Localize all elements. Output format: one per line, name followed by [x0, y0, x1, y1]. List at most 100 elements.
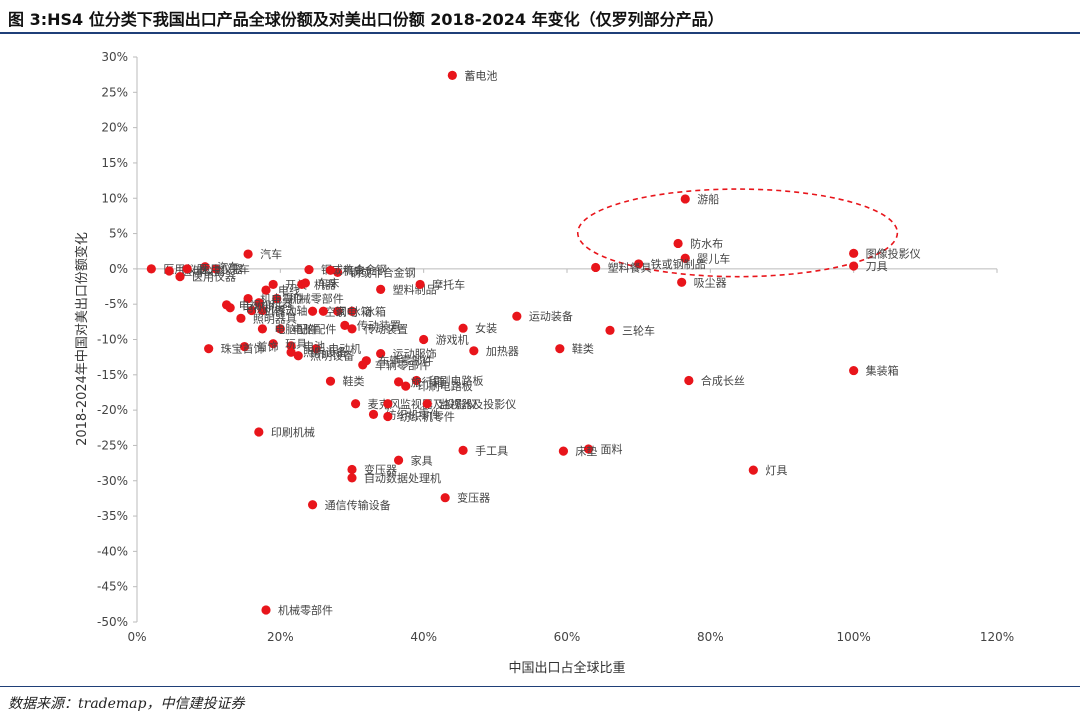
data-point-label: 珠宝首饰	[221, 342, 265, 356]
data-point	[225, 303, 235, 313]
data-point	[236, 313, 246, 323]
data-point	[257, 305, 268, 316]
data-point-label: 监视器及投影仪	[439, 397, 516, 411]
data-point	[350, 399, 361, 409]
data-point-label: 铁或钢制品	[651, 258, 706, 271]
data-point-label: 床垫	[575, 444, 597, 458]
y-tick-label: -45%	[97, 580, 128, 594]
data-point-label: 传动装置	[364, 323, 408, 336]
data-point	[268, 279, 278, 290]
data-point-label: 首饰	[257, 340, 279, 354]
data-point-label: 印刷电路板	[418, 379, 473, 393]
data-point-label: 电池	[303, 340, 325, 353]
data-point-label: 电脑配件	[274, 323, 318, 336]
data-point-label: 车辆零部件	[378, 354, 433, 368]
source-note: 数据来源：trademap，中信建投证券	[8, 696, 245, 712]
data-point-label: 车辆零部件	[375, 358, 430, 372]
data-point-label: 图像投影仪	[866, 246, 921, 260]
y-tick-label: -5%	[105, 297, 128, 311]
data-point	[347, 473, 357, 483]
data-point	[347, 306, 357, 316]
data-point-label: 灯具	[765, 464, 787, 477]
y-tick-label: -40%	[97, 544, 128, 558]
data-point-label: 女装	[475, 321, 497, 335]
data-point-label: 医用仪器	[192, 271, 236, 284]
data-point-label: 医用仪器	[199, 263, 243, 276]
data-point-label: 电线	[278, 283, 300, 297]
data-point	[419, 334, 429, 345]
data-point-label: 旅行箱	[411, 375, 444, 389]
data-point	[204, 344, 214, 354]
data-point	[200, 262, 210, 272]
data-point-label: 钢或非合金钢	[350, 265, 416, 279]
data-point	[591, 262, 601, 273]
data-point-label: 玩具	[285, 338, 307, 351]
data-point	[447, 70, 457, 80]
data-point-label: 防水布	[690, 236, 723, 250]
data-point-label: 手工具	[475, 443, 508, 457]
data-point	[605, 325, 615, 335]
data-point	[333, 267, 343, 278]
data-point-label: 空调	[325, 304, 347, 318]
data-point	[555, 344, 565, 354]
data-point	[257, 324, 268, 334]
data-point	[415, 279, 425, 290]
data-point	[368, 409, 379, 419]
y-tick-label: -20%	[97, 403, 128, 417]
data-point-label: 照明设备	[303, 345, 347, 359]
data-point-label: 照明器具	[253, 312, 297, 325]
figure-title: 图 3:HS4 位分类下我国出口产品全球份额及对美出口份额 2018-2024 …	[8, 10, 724, 29]
y-tick-label: 0%	[109, 262, 128, 276]
y-tick-label: 5%	[109, 227, 128, 241]
data-point	[164, 266, 174, 276]
data-point-label: 游船	[697, 192, 719, 206]
data-point-label: 通信传输设备	[325, 498, 391, 512]
data-point	[347, 464, 357, 475]
data-point	[318, 306, 328, 316]
data-point	[383, 411, 393, 422]
y-axis-label: 2018-2024年中国对美出口份额变化	[74, 232, 90, 446]
data-point	[268, 339, 278, 349]
data-point	[376, 284, 386, 294]
data-point-label: 机电零件	[260, 292, 304, 306]
data-point	[272, 293, 282, 304]
data-point-label: 塑料餐具	[608, 260, 652, 274]
data-point	[458, 323, 468, 333]
data-point-label: 机器人	[264, 304, 297, 318]
data-point-label: 合成长丝	[701, 373, 745, 387]
y-tick-label: 30%	[101, 50, 128, 64]
data-point	[261, 285, 271, 295]
data-point	[383, 399, 393, 409]
data-point-label: 车床	[317, 276, 339, 290]
y-tick-label: 20%	[101, 121, 128, 135]
x-axis-label: 中国出口占全球比重	[508, 660, 625, 676]
data-point-label: 钢或非合金钢	[321, 263, 387, 277]
data-point	[422, 399, 432, 409]
data-point-label: 医用仪器	[181, 265, 225, 278]
data-point	[311, 344, 321, 354]
data-point-label: 吸尘器	[694, 276, 727, 289]
data-point	[243, 293, 253, 304]
data-point-label: 印刷电路板	[429, 373, 484, 387]
data-point	[307, 306, 318, 316]
data-point	[182, 264, 192, 274]
data-point	[358, 360, 368, 370]
data-point	[634, 259, 644, 269]
data-point-label: 电动机	[328, 342, 361, 356]
data-point	[673, 238, 683, 249]
x-tick-label: 0%	[127, 630, 146, 644]
data-point-label: 家电	[335, 304, 357, 318]
data-point-label: 变压器	[457, 491, 490, 505]
data-point	[558, 446, 569, 456]
data-point-label: 电视机	[239, 298, 272, 312]
data-point	[393, 455, 404, 465]
highlight-ellipse	[576, 188, 899, 278]
y-tick-label: 10%	[101, 191, 128, 205]
data-point	[393, 377, 404, 387]
data-point	[293, 351, 303, 361]
data-point-label: 刀具	[866, 260, 888, 273]
y-tick-label: -35%	[97, 509, 128, 523]
data-point-label: 印刷机械	[271, 425, 315, 439]
data-point-label: 冰箱	[364, 304, 386, 318]
data-point-label: 机械零部件	[278, 603, 333, 617]
